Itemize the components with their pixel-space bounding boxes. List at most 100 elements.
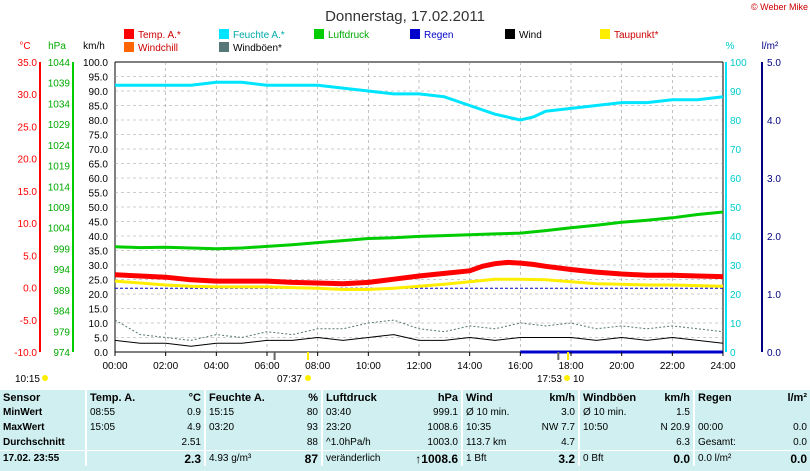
stats-header-cell: % [308, 391, 318, 404]
stats-cell: 0.0 l/m² [693, 450, 754, 466]
stats-cell: 3.2 [558, 451, 575, 466]
stats-cell: NW 7.7 [541, 422, 575, 433]
stats-cell: 0 Bft [578, 450, 639, 466]
stats-cell: 6.3 [639, 435, 694, 451]
pressure-tick-label: 1024 [48, 141, 71, 152]
legend-swatch [124, 42, 134, 52]
stats-cell: 0.0 [793, 422, 807, 433]
x-tick-label: 10:00 [356, 361, 381, 372]
stats-cell: 1 Bft [461, 450, 522, 466]
legend-label: Regen [424, 30, 453, 41]
copyright: © Weber Mike [751, 2, 808, 12]
wind-tick-label: 50.0 [89, 203, 109, 214]
humidity-tick-label: 30 [730, 261, 742, 272]
pressure-tick-label: 1029 [48, 120, 71, 131]
series-layer [114, 80, 724, 360]
stats-cell: N 20.9 [660, 422, 690, 433]
stats-cell: 88 [265, 435, 322, 451]
x-tick-label: 08:00 [305, 361, 330, 372]
stats-header-cell: km/h [549, 391, 575, 404]
stats-cell: 1008.6 [427, 422, 458, 433]
x-tick-label: 20:00 [609, 361, 634, 372]
wind-tick-label: 10.0 [89, 319, 109, 330]
stats-cell [85, 435, 150, 451]
temp-tick-label: 5.0 [23, 251, 37, 262]
temp-tick-label: -5.0 [20, 316, 38, 327]
stats-cell: 4.93 g/m³ [204, 450, 265, 466]
stats-cell: veränderlich [321, 450, 392, 466]
stats-cell: 08:55 [85, 405, 150, 420]
stats-row-name: MinWert [3, 407, 43, 418]
x-tick-label: 06:00 [254, 361, 279, 372]
stats-cell: 23:20 [321, 420, 392, 435]
wind-tick-label: 15.0 [89, 305, 109, 316]
pressure-tick-label: 999 [53, 244, 70, 255]
rain-tick-label: 2.0 [767, 232, 781, 243]
humidity-tick-label: 60 [730, 174, 742, 185]
wind-tick-label: 30.0 [89, 261, 109, 272]
x-tick-label: 22:00 [660, 361, 685, 372]
pressure-tick-label: 1019 [48, 162, 71, 173]
x-tick-label: 12:00 [406, 361, 431, 372]
stats-cell: 0.0 [673, 451, 690, 466]
statistics-panel: Sensor Temp. A. °C Feuchte A.% Luftdruck hPa W… [0, 390, 810, 471]
pressure-tick-label: 1014 [48, 182, 71, 193]
legend-label: Temp. A.* [138, 30, 181, 41]
stats-row-name: Durchschnitt [0, 435, 86, 451]
statistics-table: Sensor Temp. A. °C Feuchte A.% Luftdruck hPa W… [0, 390, 810, 466]
temp-tick-label: 25.0 [18, 122, 38, 133]
stats-row: Durchschnitt 2.51 88 ^1.0hPa/h 1003.0 113.7 k… [0, 435, 810, 451]
stats-cell: ^1.0hPa/h [321, 435, 392, 451]
temp-tick-label: 30.0 [18, 90, 38, 101]
pressure-tick-label: 1004 [48, 224, 71, 235]
humidity-tick-label: 10 [730, 319, 742, 330]
stats-row-name: 17.02. 23:55 [3, 453, 60, 464]
legend: Temp. A.* Feuchte A.* Luftdruck Regen Wind Ta… [124, 29, 659, 54]
stats-cell: 3.0 [561, 407, 575, 418]
moon-time-right: 10 [573, 374, 585, 385]
stats-cell: 93 [306, 422, 318, 433]
legend-swatch [600, 29, 610, 39]
humidity-tick-label: 100 [730, 58, 747, 69]
series-feuchte-a [115, 80, 724, 122]
unit-temp: °C [19, 41, 30, 52]
stats-cell: 113.7 km [461, 435, 522, 451]
x-tick-label: 16:00 [508, 361, 533, 372]
rain-tick-label: 0.0 [767, 348, 781, 359]
legend-label: Wind [519, 30, 542, 41]
legend-label: Taupunkt* [614, 30, 659, 41]
x-tick-label: 24:00 [710, 361, 735, 372]
x-tick-label: 14:00 [457, 361, 482, 372]
series-temp-a [114, 259, 724, 287]
wind-tick-label: 45.0 [89, 218, 109, 229]
wind-tick-label: 85.0 [89, 102, 109, 113]
wind-tick-label: 25.0 [89, 276, 109, 287]
stats-cell: 0.9 [187, 407, 201, 418]
stats-header-cell: km/h [664, 391, 690, 404]
series-luftdruck [114, 210, 724, 251]
rain-tick-label: 3.0 [767, 174, 781, 185]
humidity-tick-label: 20 [730, 290, 742, 301]
rain-tick-label: 5.0 [767, 58, 781, 69]
x-tick-label: 04:00 [204, 361, 229, 372]
chart-title: Donnerstag, 17.02.2011 [325, 8, 485, 25]
stats-cell: 4.9 [187, 422, 201, 433]
temp-tick-label: 35.0 [18, 58, 38, 69]
moon-time-left: 10:15 [15, 374, 40, 385]
stats-header-cell: Regen [693, 390, 754, 405]
rain-tick-label: 4.0 [767, 116, 781, 127]
series-wind [114, 334, 724, 347]
pressure-tick-label: 1034 [48, 99, 71, 110]
stats-cell: Gesamt: [693, 435, 754, 451]
rain-tick-label: 1.0 [767, 290, 781, 301]
stats-cell: 1003.0 [392, 435, 462, 451]
pressure-tick-label: 1039 [48, 79, 71, 90]
wind-tick-label: 65.0 [89, 160, 109, 171]
stats-header-cell: Windböen [578, 390, 639, 405]
legend-label: Windchill [138, 43, 178, 54]
axes: 35.0 30.0 25.0 20.0 15.0 10.0 5.0 0.0 -5.0 -10.0 1… [14, 58, 781, 359]
stats-cell: 0.0 [754, 435, 810, 451]
stats-cell [204, 435, 265, 451]
wind-tick-label: 80.0 [89, 116, 109, 127]
stats-cell [754, 405, 810, 420]
